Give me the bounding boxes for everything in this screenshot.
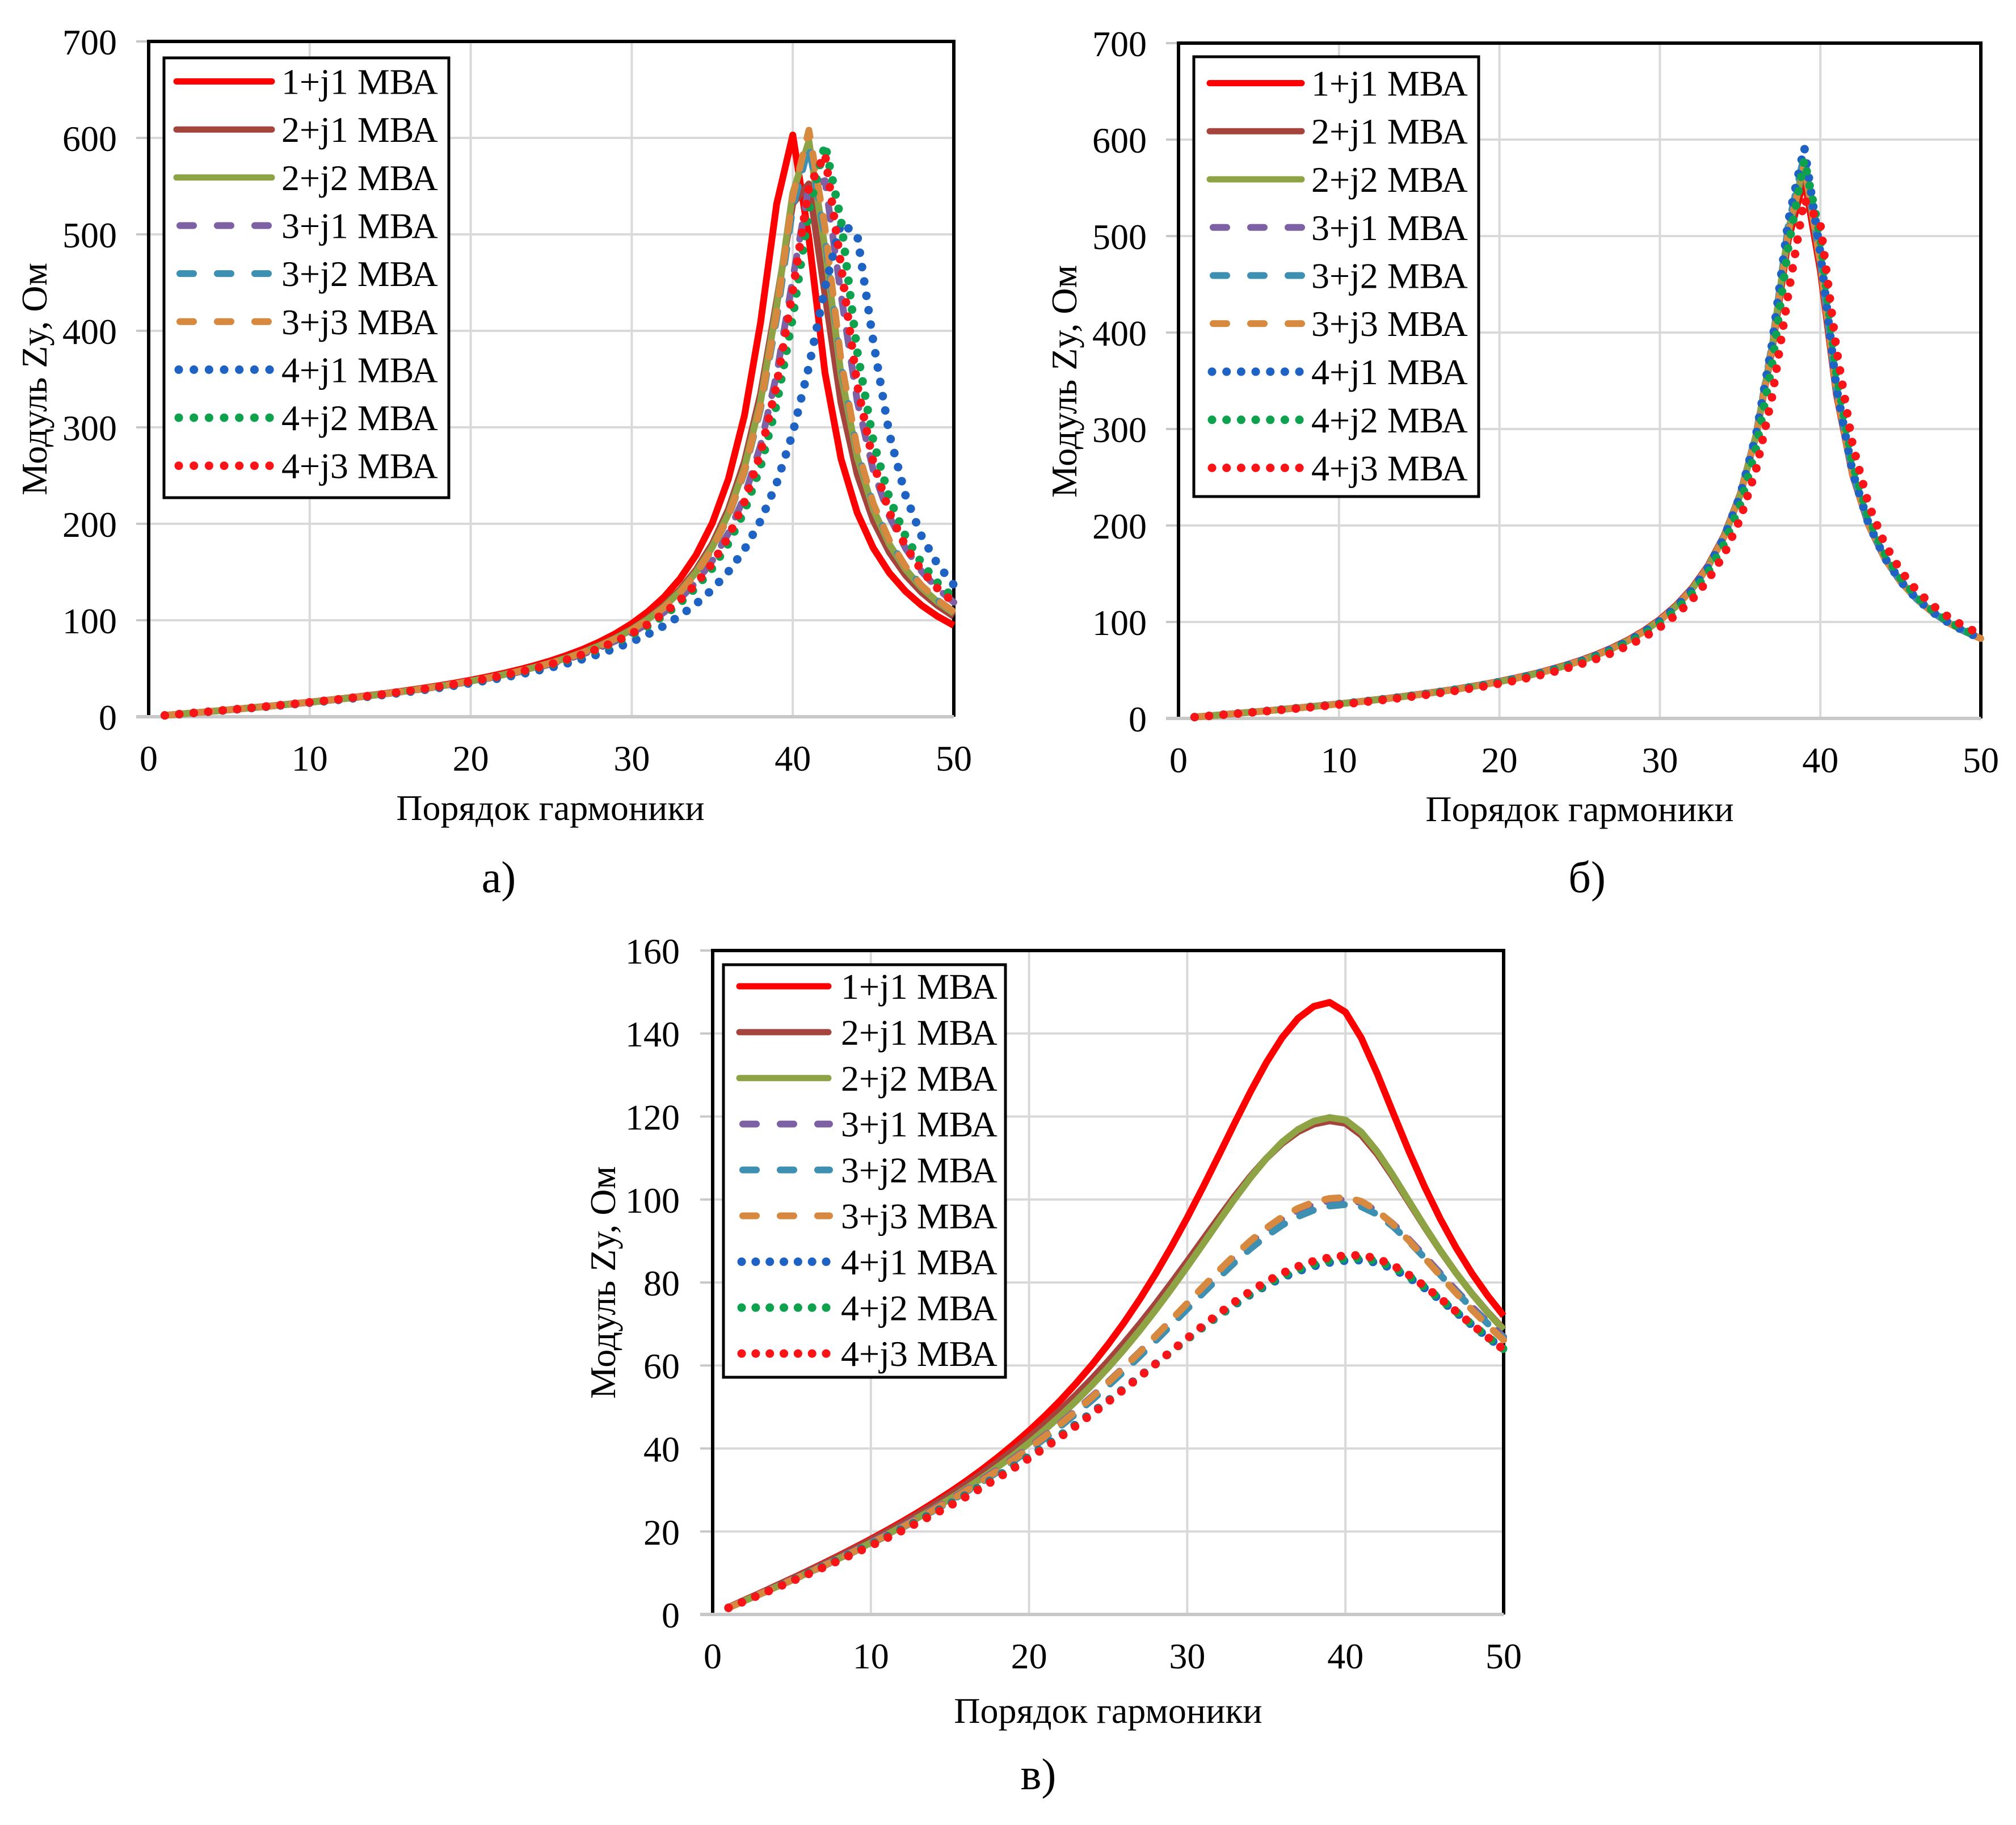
svg-text:4+j1 МВА: 4+j1 МВА [841, 1242, 998, 1282]
svg-text:Модуль Zy, Ом: Модуль Zy, Ом [583, 1166, 623, 1399]
svg-text:20: 20 [1011, 1636, 1047, 1676]
svg-text:100: 100 [1092, 603, 1147, 643]
svg-text:100: 100 [62, 601, 117, 641]
svg-text:3+j1 МВА: 3+j1 МВА [841, 1104, 998, 1145]
svg-text:10: 10 [853, 1636, 889, 1676]
svg-text:1+j1 МВА: 1+j1 МВА [281, 62, 438, 102]
svg-text:Модуль Zy, Ом: Модуль Zy, Ом [1044, 265, 1084, 498]
svg-text:4+j2 МВА: 4+j2 МВА [1311, 400, 1468, 440]
svg-text:500: 500 [62, 215, 117, 255]
svg-text:3+j2 МВА: 3+j2 МВА [281, 254, 438, 294]
svg-text:2+j2 МВА: 2+j2 МВА [841, 1058, 998, 1099]
svg-text:700: 700 [62, 22, 117, 62]
svg-text:40: 40 [1802, 740, 1838, 780]
svg-text:Порядок гармоники: Порядок гармоники [954, 1691, 1262, 1731]
svg-text:20: 20 [643, 1512, 680, 1553]
svg-text:10: 10 [1321, 740, 1357, 780]
svg-text:4+j1 МВА: 4+j1 МВА [281, 350, 438, 390]
svg-text:3+j3 МВА: 3+j3 МВА [281, 302, 438, 342]
svg-text:4+j1 МВА: 4+j1 МВА [1311, 352, 1468, 392]
svg-text:30: 30 [1169, 1636, 1205, 1676]
svg-text:а): а) [482, 852, 516, 902]
svg-text:60: 60 [643, 1346, 680, 1386]
svg-text:160: 160 [625, 931, 680, 972]
svg-text:700: 700 [1092, 24, 1147, 64]
svg-text:10: 10 [292, 738, 328, 779]
svg-text:30: 30 [1642, 740, 1678, 780]
svg-text:Порядок гармоники: Порядок гармоники [396, 788, 704, 828]
svg-text:50: 50 [1963, 740, 1999, 780]
svg-text:3+j2 МВА: 3+j2 МВА [1311, 256, 1468, 296]
svg-text:в): в) [1021, 1750, 1057, 1799]
svg-text:600: 600 [62, 119, 117, 159]
svg-text:400: 400 [62, 312, 117, 352]
svg-text:20: 20 [1482, 740, 1518, 780]
svg-text:0: 0 [1129, 699, 1147, 739]
svg-text:2+j1 МВА: 2+j1 МВА [841, 1012, 998, 1053]
svg-text:б): б) [1568, 852, 1606, 902]
svg-text:300: 300 [1092, 410, 1147, 450]
svg-text:50: 50 [936, 738, 972, 779]
svg-text:0: 0 [140, 738, 158, 779]
svg-text:0: 0 [1169, 740, 1188, 780]
svg-text:600: 600 [1092, 120, 1147, 161]
svg-text:40: 40 [643, 1429, 680, 1470]
svg-text:40: 40 [775, 738, 811, 779]
svg-text:100: 100 [625, 1180, 680, 1221]
svg-text:1+j1 МВА: 1+j1 МВА [841, 966, 998, 1007]
svg-text:4+j3 МВА: 4+j3 МВА [281, 446, 438, 486]
svg-text:Модуль Zy, Ом: Модуль Zy, Ом [14, 263, 54, 495]
svg-text:4+j3 МВА: 4+j3 МВА [841, 1334, 998, 1374]
svg-text:3+j2 МВА: 3+j2 МВА [841, 1150, 998, 1191]
svg-text:3+j1 МВА: 3+j1 МВА [1311, 208, 1468, 248]
svg-text:200: 200 [62, 504, 117, 545]
svg-text:3+j1 МВА: 3+j1 МВА [281, 206, 438, 246]
svg-text:2+j1 МВА: 2+j1 МВА [1311, 111, 1468, 152]
svg-text:400: 400 [1092, 313, 1147, 354]
svg-text:3+j3 МВА: 3+j3 МВА [841, 1196, 998, 1237]
svg-text:140: 140 [625, 1014, 680, 1054]
svg-text:0: 0 [704, 1636, 722, 1676]
svg-text:2+j1 МВА: 2+j1 МВА [281, 110, 438, 150]
svg-text:0: 0 [99, 697, 117, 738]
svg-text:500: 500 [1092, 217, 1147, 257]
svg-text:Порядок гармоники: Порядок гармоники [1425, 789, 1733, 829]
svg-text:0: 0 [662, 1595, 680, 1635]
svg-text:120: 120 [625, 1097, 680, 1138]
svg-text:1+j1 МВА: 1+j1 МВА [1311, 64, 1468, 104]
svg-text:2+j2 МВА: 2+j2 МВА [281, 158, 438, 198]
svg-text:4+j3 МВА: 4+j3 МВА [1311, 448, 1468, 489]
svg-text:50: 50 [1485, 1636, 1522, 1676]
svg-text:80: 80 [643, 1263, 680, 1303]
svg-text:300: 300 [62, 408, 117, 448]
svg-text:30: 30 [613, 738, 650, 779]
svg-text:40: 40 [1327, 1636, 1363, 1676]
svg-text:3+j3 МВА: 3+j3 МВА [1311, 304, 1468, 344]
svg-text:20: 20 [453, 738, 489, 779]
svg-text:2+j2 МВА: 2+j2 МВА [1311, 159, 1468, 200]
svg-text:200: 200 [1092, 506, 1147, 546]
svg-text:4+j2 МВА: 4+j2 МВА [281, 398, 438, 438]
svg-text:4+j2 МВА: 4+j2 МВА [841, 1288, 998, 1328]
